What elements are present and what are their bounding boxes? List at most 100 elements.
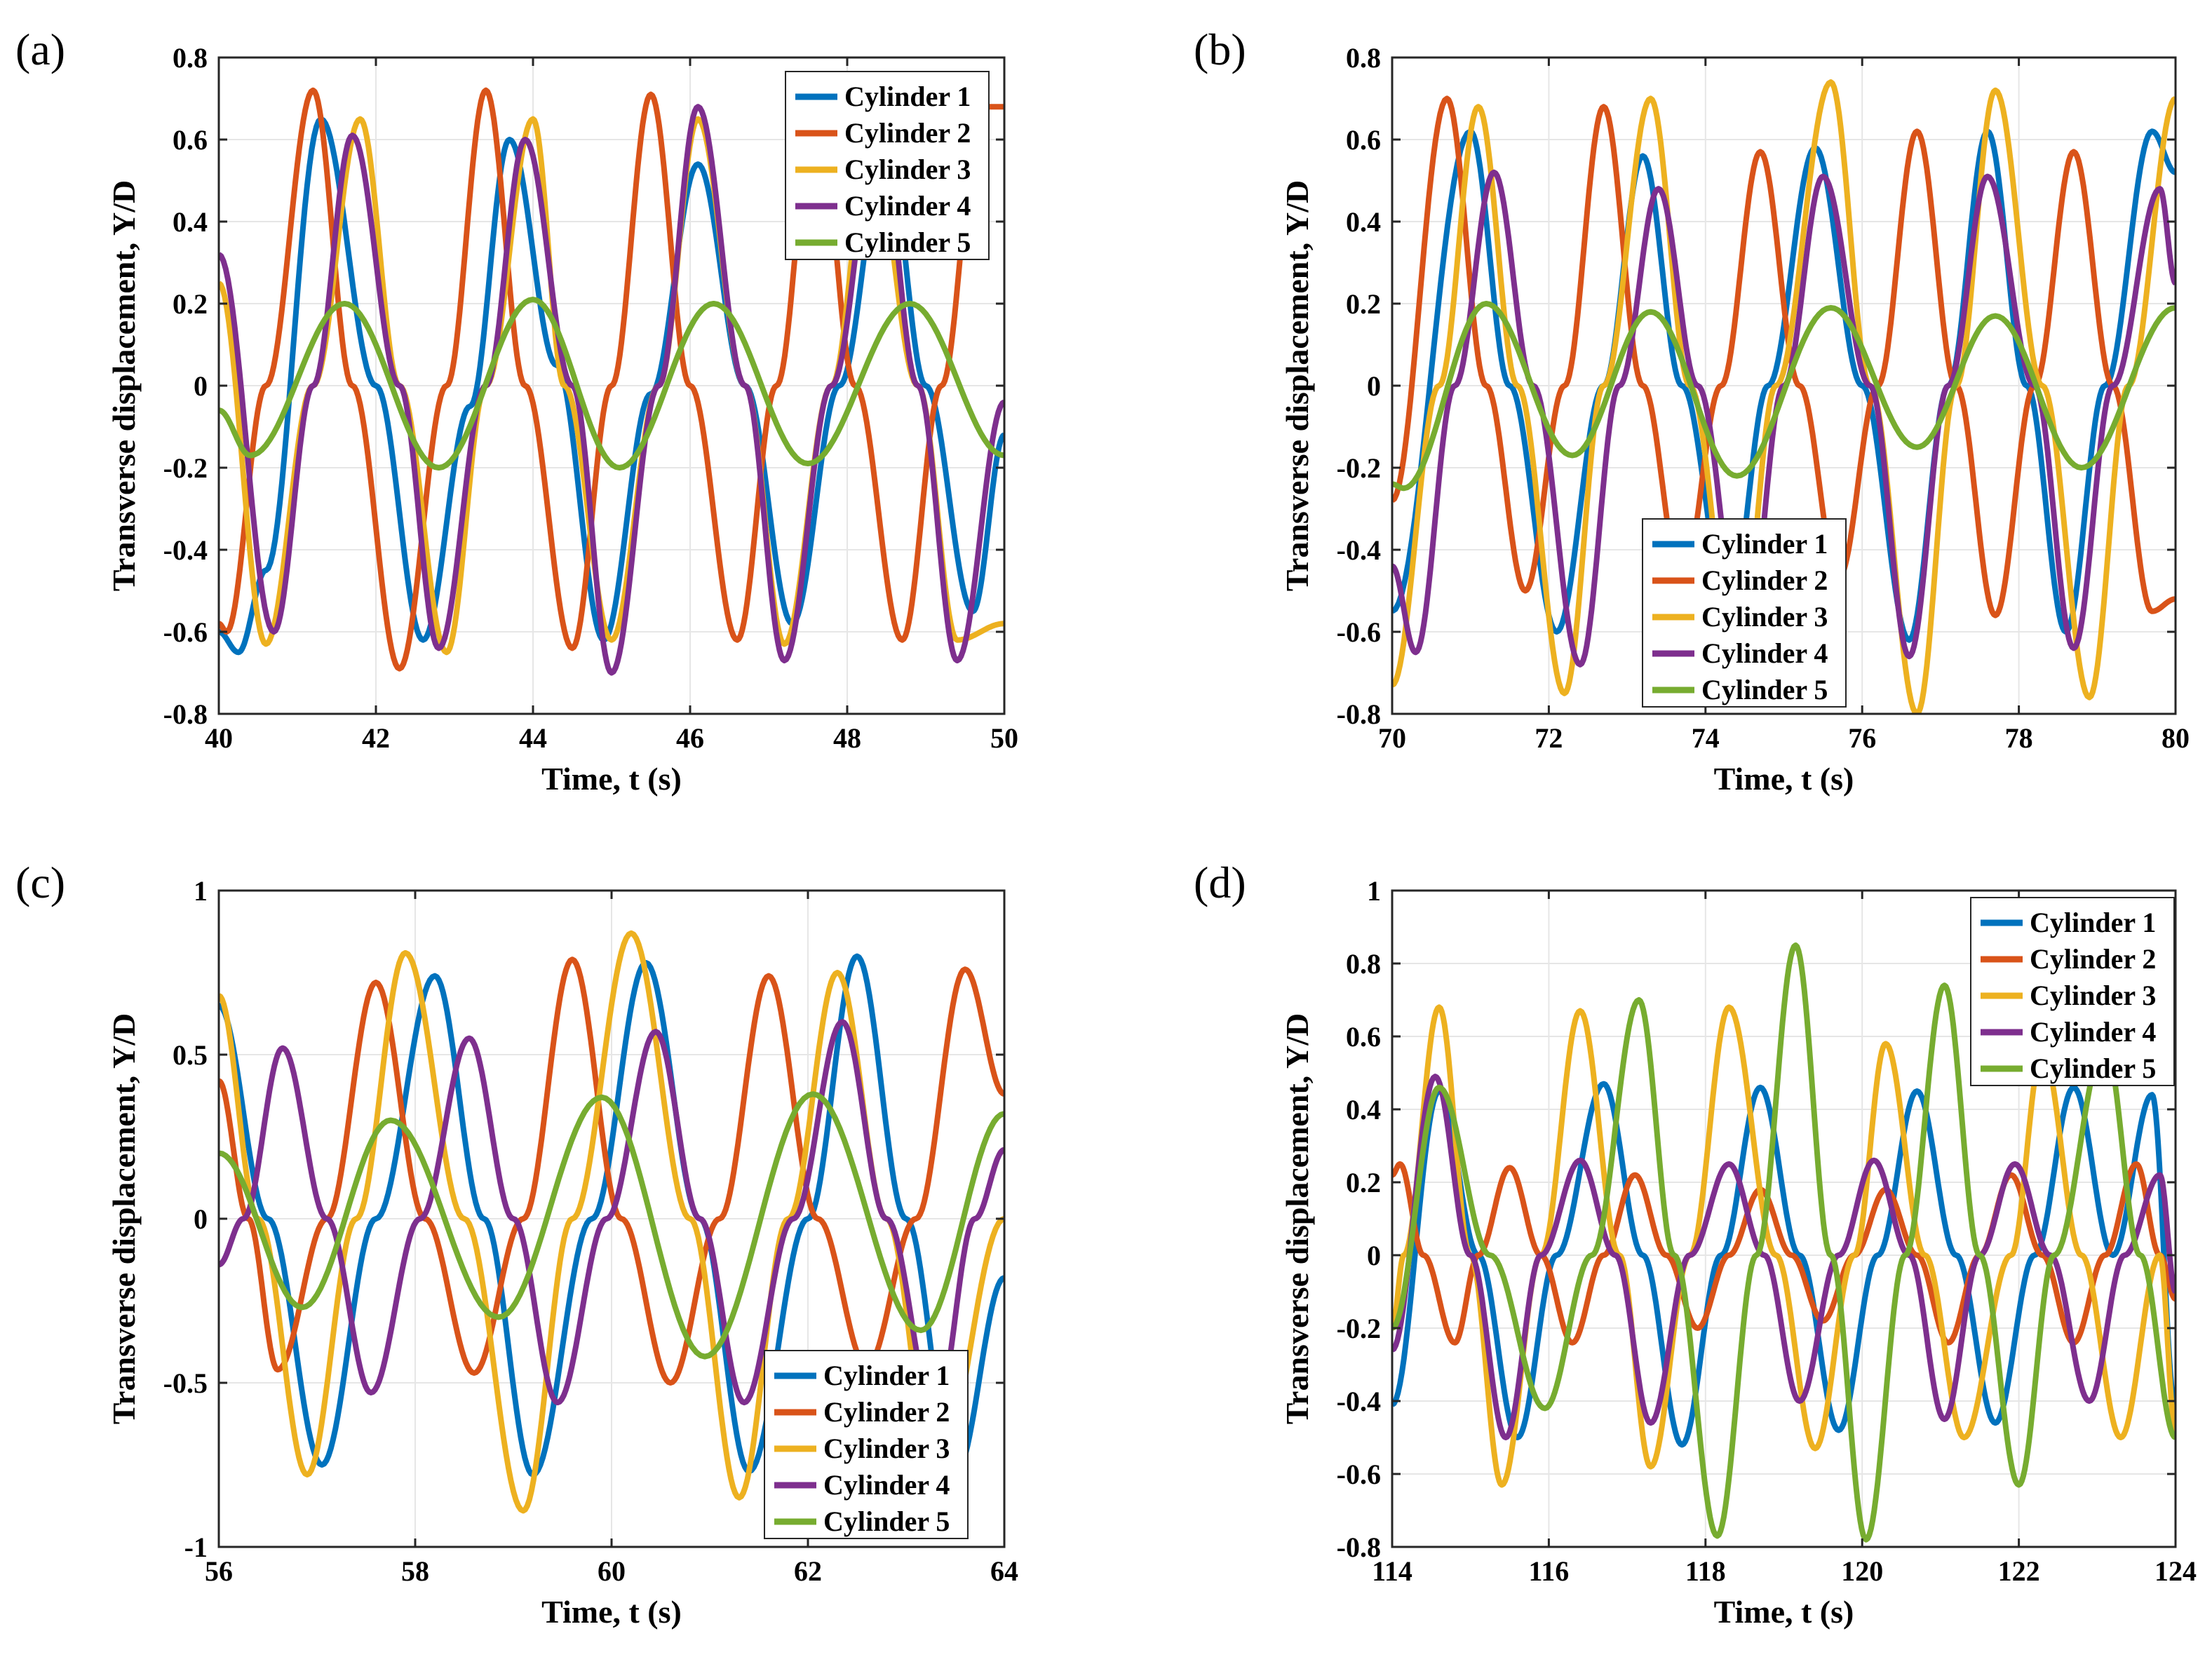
- x-tick-label: 48: [833, 722, 861, 754]
- legend: Cylinder 1 Cylinder 2 Cylinder 3 Cylinder 4…: [1642, 518, 1847, 708]
- chart-panel-2: (b) 70 72 74 76 78 80 -0.8 -0.6 -0.4 -0.2 0 0.2 0.4 0.…: [1194, 25, 2190, 797]
- panel-label: (d): [1194, 858, 1246, 907]
- y-tick-label: -0.5: [163, 1367, 208, 1399]
- x-tick-label: 72: [1535, 722, 1563, 754]
- y-tick-label: 0.8: [1346, 42, 1381, 74]
- y-tick-label: 0.4: [1346, 1094, 1381, 1125]
- legend-box: [764, 1350, 969, 1539]
- x-axis-label: Time, t (s): [541, 761, 682, 797]
- legend: Cylinder 1 Cylinder 2 Cylinder 3 Cylinder 4…: [785, 71, 990, 260]
- y-tick-label: -0.8: [1337, 698, 1381, 730]
- y-tick-label: -0.8: [163, 698, 208, 730]
- legend-label-cylinder-2: Cylinder 2: [844, 117, 971, 149]
- y-tick-label: 0.2: [173, 288, 208, 320]
- y-tick-label: 0.6: [173, 124, 208, 156]
- series-line-cylinder-2: [219, 87, 1004, 672]
- legend: Cylinder 1 Cylinder 2 Cylinder 3 Cylinder 4…: [764, 1350, 969, 1539]
- legend-label-cylinder-5: Cylinder 5: [844, 226, 971, 258]
- plot-frame: [1391, 889, 2177, 1548]
- y-tick-label: 0.6: [1346, 124, 1381, 156]
- legend-label-cylinder-4: Cylinder 4: [2030, 1016, 2156, 1048]
- series-line-cylinder-3: [1392, 1004, 2176, 1488]
- x-tick-label: 46: [676, 722, 704, 754]
- chart-panel-1: (a) 40 42 44 46 48 50 -0.8 -0.6 -0.4 -0.2 0 0.2 0.4 0.…: [15, 25, 1018, 797]
- y-tick-label: 1: [1367, 875, 1381, 907]
- y-tick-label: -0.6: [1337, 1459, 1381, 1490]
- x-tick-label: 114: [1372, 1555, 1412, 1587]
- legend-label-cylinder-1: Cylinder 1: [823, 1360, 950, 1391]
- legend-label-cylinder-4: Cylinder 4: [823, 1469, 950, 1501]
- x-tick-label: 60: [598, 1555, 626, 1587]
- series-line-cylinder-5: [219, 297, 1004, 471]
- panel-label: (a): [15, 25, 65, 74]
- y-tick-label: -0.8: [1337, 1531, 1381, 1563]
- legend-box: [1642, 518, 1847, 708]
- y-axis-label: Transverse displacement, Y/D: [106, 1013, 142, 1424]
- legend-label-cylinder-3: Cylinder 3: [1701, 601, 1828, 633]
- x-tick-label: 116: [1529, 1555, 1570, 1587]
- x-tick-label: 40: [205, 722, 233, 754]
- legend-label-cylinder-1: Cylinder 1: [2030, 907, 2156, 938]
- x-tick-label: 78: [2005, 722, 2033, 754]
- y-axis-label: Transverse displacement, Y/D: [1279, 180, 1315, 591]
- series-group: [1392, 79, 2176, 714]
- legend-label-cylinder-5: Cylinder 5: [1701, 674, 1828, 705]
- x-tick-label: 74: [1692, 722, 1720, 754]
- series-line-cylinder-5: [1392, 942, 2176, 1543]
- y-tick-label: 0.8: [1346, 948, 1381, 980]
- x-tick-label: 50: [990, 722, 1018, 754]
- x-axis-label: Time, t (s): [1714, 1594, 1854, 1630]
- series-line-cylinder-4: [1392, 1074, 2176, 1440]
- series-line-cylinder-3: [1392, 79, 2176, 714]
- legend: Cylinder 1 Cylinder 2 Cylinder 3 Cylinder 4…: [1970, 897, 2175, 1086]
- y-tick-label: -0.4: [1337, 534, 1381, 566]
- legend-label-cylinder-1: Cylinder 1: [1701, 528, 1828, 560]
- legend-box: [785, 71, 990, 260]
- y-tick-label: -0.2: [1337, 1313, 1381, 1344]
- x-tick-label: 64: [990, 1555, 1018, 1587]
- x-tick-label: 124: [2154, 1555, 2197, 1587]
- x-tick-label: 56: [205, 1555, 233, 1587]
- y-tick-label: 0.6: [1346, 1021, 1381, 1053]
- panel-label: (b): [1194, 25, 1246, 74]
- y-tick-label: -1: [184, 1531, 208, 1563]
- series-group: [1392, 942, 2176, 1543]
- legend-label-cylinder-2: Cylinder 2: [2030, 943, 2156, 975]
- y-tick-label: -0.4: [163, 534, 208, 566]
- x-tick-label: 58: [401, 1555, 429, 1587]
- y-tick-label: 0: [1367, 370, 1381, 402]
- legend-label-cylinder-2: Cylinder 2: [1701, 564, 1828, 596]
- legend-label-cylinder-5: Cylinder 5: [823, 1506, 950, 1537]
- panel-label: (c): [15, 858, 65, 907]
- x-tick-label: 76: [1848, 722, 1876, 754]
- y-tick-label: -0.4: [1337, 1386, 1381, 1417]
- x-tick-label: 62: [794, 1555, 822, 1587]
- x-axis-label: Time, t (s): [541, 1594, 682, 1630]
- chart-panel-4: (d) 114 116 118 120 122 124 -0.8 -0.6 -0.4 -0.2 0 0.…: [1194, 858, 2197, 1630]
- y-tick-label: -0.2: [163, 452, 208, 484]
- x-tick-label: 118: [1685, 1555, 1726, 1587]
- legend-label-cylinder-3: Cylinder 3: [2030, 980, 2156, 1011]
- legend-box: [1970, 897, 2175, 1086]
- legend-label-cylinder-4: Cylinder 4: [1701, 637, 1828, 669]
- series-line-cylinder-5: [1392, 301, 2176, 492]
- x-axis-label: Time, t (s): [1714, 761, 1854, 797]
- legend-label-cylinder-3: Cylinder 3: [844, 154, 971, 185]
- legend-label-cylinder-1: Cylinder 1: [844, 81, 971, 112]
- x-tick-label: 42: [362, 722, 390, 754]
- y-tick-label: 0.8: [173, 42, 208, 74]
- y-tick-label: 0.2: [1346, 1167, 1381, 1198]
- y-tick-label: 0: [194, 370, 208, 402]
- x-tick-label: 44: [519, 722, 547, 754]
- x-tick-label: 122: [1998, 1555, 2040, 1587]
- y-tick-label: -0.6: [163, 616, 208, 648]
- chart-panel-3: (c) 56 58 60 62 64 -1 -0.5 0 0.5 1 Time, t (s) Trans…: [15, 858, 1018, 1630]
- y-tick-label: 0.4: [1346, 206, 1381, 238]
- x-tick-label: 120: [1841, 1555, 1883, 1587]
- legend-label-cylinder-3: Cylinder 3: [823, 1433, 950, 1464]
- y-tick-label: 0.2: [1346, 288, 1381, 320]
- y-tick-label: -0.2: [1337, 452, 1381, 484]
- y-axis-label: Transverse displacement, Y/D: [1279, 1013, 1315, 1424]
- y-axis-label: Transverse displacement, Y/D: [106, 180, 142, 591]
